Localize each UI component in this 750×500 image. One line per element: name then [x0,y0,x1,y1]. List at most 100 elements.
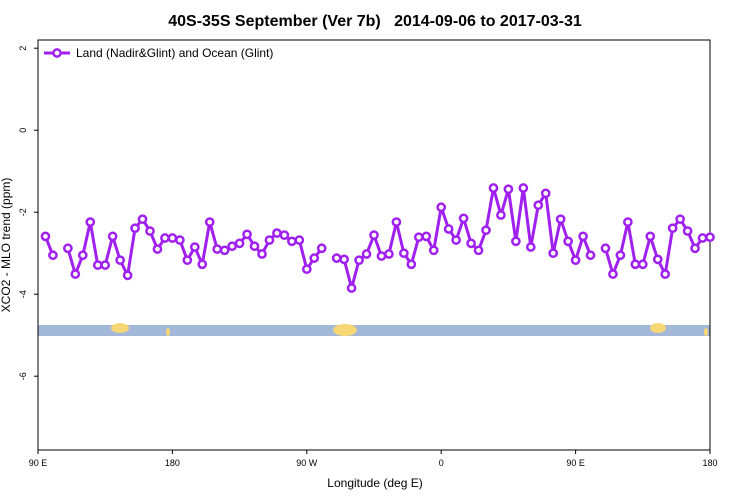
data-point [279,230,290,241]
data-point [630,259,641,270]
land [704,328,708,336]
data-point [204,217,215,227]
data-point [376,251,387,261]
data-point [272,228,282,238]
data-point [466,238,476,249]
data-point [100,260,111,270]
data-point [511,236,521,247]
legend-label: Land (Nadir&Glint) and Ocean (Glint) [76,46,273,60]
data-point [354,255,364,266]
data-point [525,242,536,252]
data-point [287,236,297,247]
data-point [339,254,349,265]
data-point [309,253,320,263]
data-point [421,231,432,242]
data-point [92,260,103,270]
data-point [481,225,491,236]
x-tick-label: 90 W [296,458,318,468]
data-point [705,232,715,243]
data-point [540,188,551,199]
data-point [182,255,193,266]
data-point [175,235,185,245]
land [333,324,357,336]
land [650,323,666,333]
data-point [518,183,529,193]
data-point [145,226,155,236]
x-tick-label: 90 E [566,458,585,468]
data-point [70,269,81,279]
data-point [585,250,596,261]
map-strip [38,323,710,336]
data-point [40,231,51,242]
data-point [436,202,447,213]
data-point [473,245,484,256]
data-point [301,264,312,275]
x-tick-label: 90 E [29,458,48,468]
data-point [652,254,663,265]
data-point [645,231,656,242]
data-point [458,213,469,224]
data-point [578,231,588,242]
data-point [122,270,133,281]
plot-frame [37,39,711,451]
data-point [242,229,252,240]
data-point [503,184,514,195]
data-point [369,230,379,241]
data-point [496,210,506,220]
data-point [548,248,559,259]
data-point [346,283,357,293]
y-axis-label: XCO2 - MLO trend (ppm) [0,178,13,313]
data-point [316,243,327,254]
data-point [115,255,125,266]
y-tick-label: -2 [18,208,28,216]
data-point [391,217,402,227]
y-tick-label: 2 [18,46,28,51]
data-point [615,250,626,261]
data-point [451,235,461,245]
data-point [563,236,573,247]
data-point [130,223,140,234]
data-point [264,235,275,245]
data-point [600,243,611,254]
data-point [249,241,260,252]
data-point [682,226,693,236]
data-point [361,249,372,259]
data-point [234,238,245,249]
data-point [197,259,208,270]
x-tick-label: 180 [702,458,717,468]
data-point [406,259,417,270]
data-point [152,244,163,254]
data-point [608,269,618,279]
data-point [637,259,648,270]
land [166,328,170,336]
x-tick-label: 0 [439,458,444,468]
data-point [189,242,200,252]
x-tick-label: 180 [165,458,180,468]
data-point [428,245,439,256]
data-point [488,183,499,193]
data-point [227,241,237,252]
data-point [399,248,409,259]
data-point [413,232,424,243]
data-point [667,223,678,234]
y-tick-label: 0 [18,128,28,133]
data-point [443,224,454,234]
data-point [555,214,566,225]
y-tick-label: -4 [18,290,28,298]
y-tick-label: -6 [18,372,28,380]
data-point [570,255,581,266]
data-point [690,243,700,254]
data-point [331,253,342,263]
data-point [623,217,633,227]
data-point [85,217,96,227]
data-point [77,250,88,261]
land [111,323,129,333]
x-axis-label: Longitude (deg E) [327,476,422,490]
data-point [137,214,148,225]
data-point [107,231,118,242]
data-point [219,245,230,256]
data-point [675,214,685,225]
data-point [167,233,178,243]
data-point [212,244,223,254]
